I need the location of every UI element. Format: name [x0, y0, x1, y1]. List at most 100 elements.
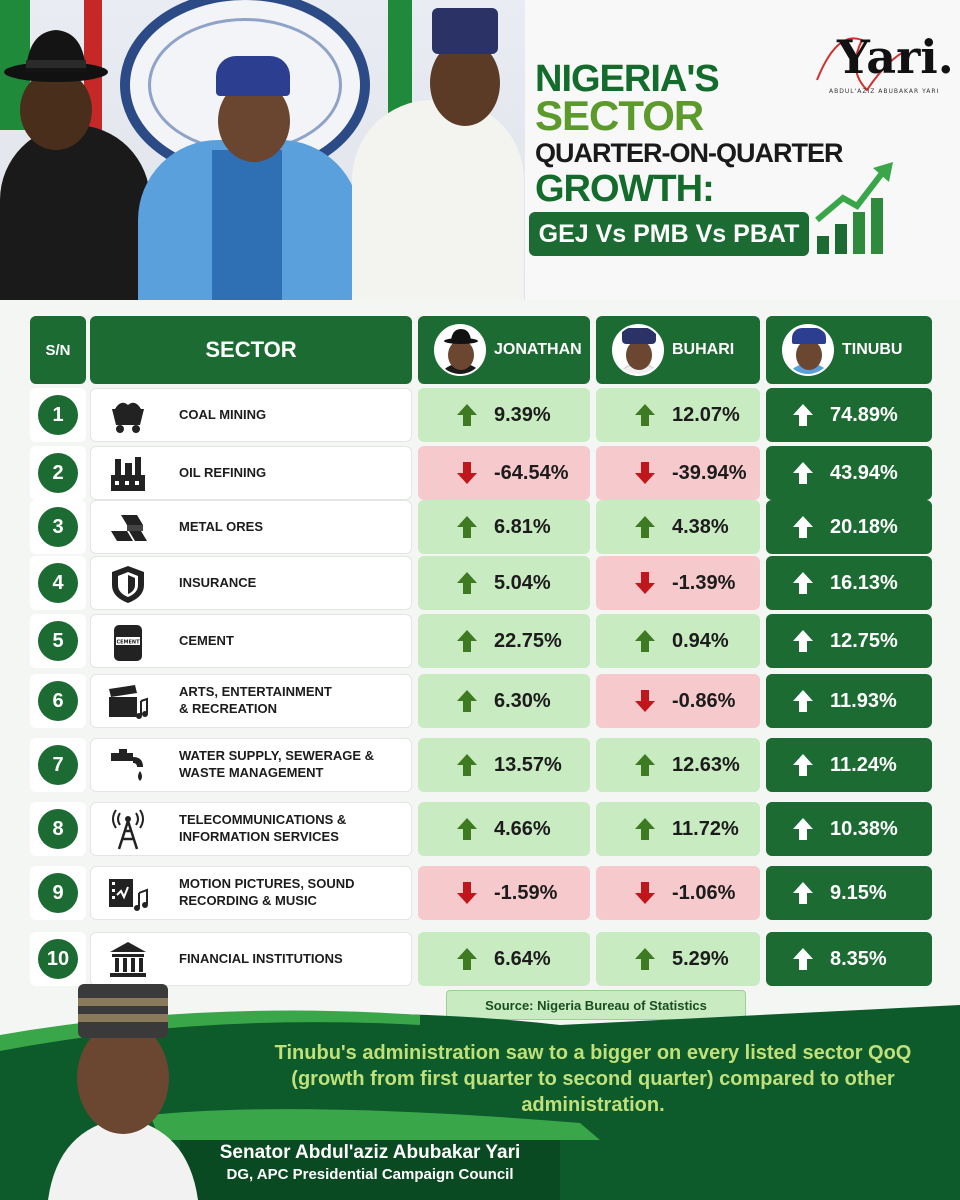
arrow-down-icon [454, 460, 480, 486]
title-line-3: QUARTER-ON-QUARTER [535, 138, 843, 168]
row-number: 5 [38, 621, 78, 661]
value-gej: 6.81% [418, 500, 590, 554]
arrow-up-icon [454, 628, 480, 654]
sector-cell: OIL REFINING [90, 446, 412, 500]
row-number-cell: 5 [30, 614, 86, 668]
table-row: 3 METAL ORES 6.81% 4.38% 20.18% [30, 500, 932, 554]
footer-message: Tinubu's administration saw to a bigger … [274, 1042, 912, 1116]
row-number-cell: 1 [30, 388, 86, 442]
value-text: 16.13% [830, 571, 898, 594]
comparison-pill: GEJ Vs PMB Vs PBAT [529, 212, 809, 256]
arrow-up-icon [454, 946, 480, 972]
row-number: 3 [38, 507, 78, 547]
value-pbat: 9.15% [766, 866, 932, 920]
value-text: -64.54% [494, 461, 569, 484]
value-pbat: 8.35% [766, 932, 932, 986]
value-text: 11.24% [830, 753, 897, 776]
row-number: 8 [38, 809, 78, 849]
arrow-down-icon [454, 880, 480, 906]
sector-label: FINANCIAL INSTITUTIONS [179, 950, 343, 966]
sector-label: WATER SUPPLY, SEWERAGE & WASTE MANAGEMEN… [179, 748, 375, 780]
title-line-2: SECTOR [535, 92, 704, 139]
value-text: 4.66% [494, 817, 551, 840]
header-tinubu: TINUBU [766, 316, 932, 384]
table-row: 10 FINANCIAL INSTITUTIONS 6.64% 5.29% 8.35% [30, 932, 932, 986]
value-gej: 13.57% [418, 738, 590, 792]
row-number-cell: 8 [30, 802, 86, 856]
sector-label: MOTION PICTURES, SOUND RECORDING & MUSIC [179, 876, 355, 908]
value-text: 12.75% [830, 629, 898, 652]
sector-cell: INSURANCE [90, 556, 412, 610]
value-gej: 22.75% [418, 614, 590, 668]
cap-patterned [432, 8, 498, 54]
row-number: 2 [38, 453, 78, 493]
value-text: 6.30% [494, 689, 551, 712]
value-pmb: -1.39% [596, 556, 760, 610]
arrow-down-icon [632, 688, 658, 714]
sector-cell: MOTION PICTURES, SOUND RECORDING & MUSIC [90, 866, 412, 920]
value-pbat: 11.93% [766, 674, 932, 728]
value-pbat: 20.18% [766, 500, 932, 554]
value-pbat: 74.89% [766, 388, 932, 442]
sector-cell: METAL ORES [90, 500, 412, 554]
sector-label: CEMENT [179, 632, 234, 648]
value-text: 12.07% [672, 403, 740, 426]
arrow-up-icon [632, 946, 658, 972]
arrow-up-icon [790, 752, 816, 778]
arrow-up-icon [790, 628, 816, 654]
arrow-down-icon [632, 460, 658, 486]
value-text: 5.04% [494, 571, 551, 594]
value-pmb: 0.94% [596, 614, 760, 668]
table-row: 5 CEMENT CEMENT 22.75% 0.94% 12.75% [30, 614, 932, 668]
leaders-photo [0, 0, 525, 300]
arrow-up-icon [790, 688, 816, 714]
jonathan-avatar [434, 324, 486, 376]
value-text: 11.93% [830, 689, 897, 712]
table-row: 4 INSURANCE 5.04% -1.39% 16.13% [30, 556, 932, 610]
arrow-down-icon [632, 880, 658, 906]
value-pmb: 12.63% [596, 738, 760, 792]
value-text: 11.72% [672, 817, 739, 840]
film-music-icon [107, 873, 149, 915]
table-row: 7 WATER SUPPLY, SEWERAGE & WASTE MANAGEME… [30, 738, 932, 792]
value-gej: 6.64% [418, 932, 590, 986]
value-text: 43.94% [830, 461, 898, 484]
person-right-white-attire [352, 100, 524, 300]
value-gej: -1.59% [418, 866, 590, 920]
value-gej: 5.04% [418, 556, 590, 610]
arrow-up-icon [632, 628, 658, 654]
row-number-cell: 2 [30, 446, 86, 500]
value-text: -1.59% [494, 881, 558, 904]
header-sn: S/N [30, 316, 86, 384]
arrow-down-icon [632, 570, 658, 596]
value-pbat: 12.75% [766, 614, 932, 668]
title-line-1: NIGERIA'S [535, 58, 720, 100]
arrow-up-icon [790, 460, 816, 486]
signatory-name: Senator Abdul'aziz Abubakar Yari [219, 1142, 521, 1163]
sector-label: INSURANCE [179, 574, 257, 590]
row-number-cell: 9 [30, 866, 86, 920]
sector-cell: CEMENT CEMENT [90, 614, 412, 668]
value-text: 0.94% [672, 629, 729, 652]
table-row: 1 COAL MINING 9.39% 12.07% 74.89% [30, 388, 932, 442]
row-number: 9 [38, 873, 78, 913]
arrow-up-icon [632, 816, 658, 842]
value-text: 8.35% [830, 947, 887, 970]
value-text: 4.38% [672, 515, 729, 538]
antenna-tower-icon [107, 809, 149, 851]
row-number: 10 [38, 939, 78, 979]
yari-logo: Yari. ABDUL'AZIZ ABUBAKAR YARI [807, 20, 957, 100]
arrow-up-icon [454, 752, 480, 778]
value-pbat: 11.24% [766, 738, 932, 792]
table-row: 8 TELECOMMUNICATIONS & INFORMATION SERVIC… [30, 802, 932, 856]
table-row: 2 OIL REFINING -64.54% -39.94% 43.94% [30, 446, 932, 500]
arrow-up-icon [454, 688, 480, 714]
value-pmb: 11.72% [596, 802, 760, 856]
arrow-up-icon [790, 816, 816, 842]
value-gej: -64.54% [418, 446, 590, 500]
sector-label: OIL REFINING [179, 464, 267, 480]
value-pbat: 10.38% [766, 802, 932, 856]
signatory-role: DG, APC Presidential Campaign Council [226, 1166, 514, 1183]
title-line-4: GROWTH: [535, 168, 715, 210]
title-area: Yari. ABDUL'AZIZ ABUBAKAR YARI NIGERIA'S… [525, 0, 960, 300]
